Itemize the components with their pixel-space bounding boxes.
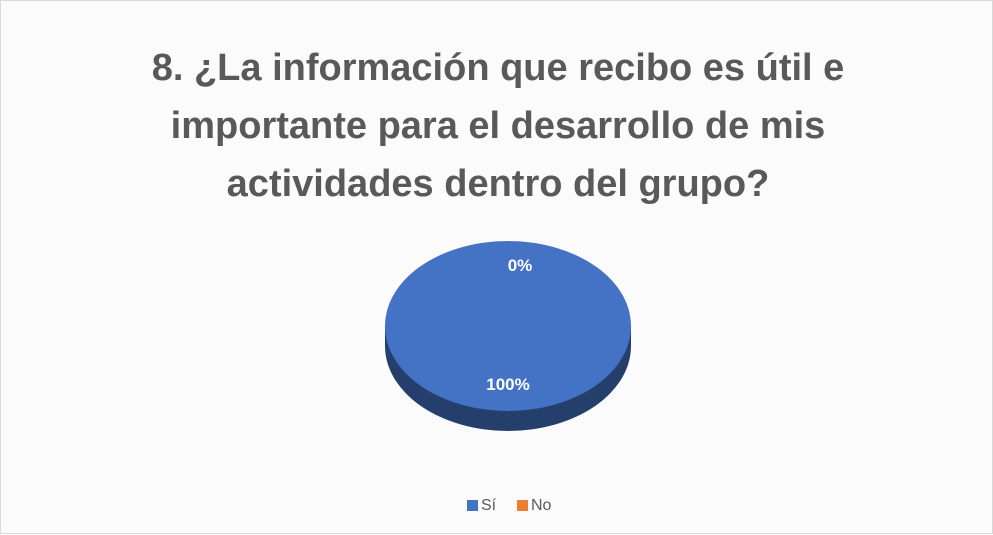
legend-label: Sí	[481, 497, 497, 514]
pie-slice	[385, 241, 631, 411]
data-label: 0%	[508, 256, 533, 275]
legend-swatch	[517, 500, 528, 511]
legend-label: No	[531, 497, 552, 514]
chart-title: 8. ¿La información que recibo es útil e …	[151, 47, 845, 205]
data-label: 100%	[486, 375, 529, 394]
legend-swatch	[467, 500, 478, 511]
